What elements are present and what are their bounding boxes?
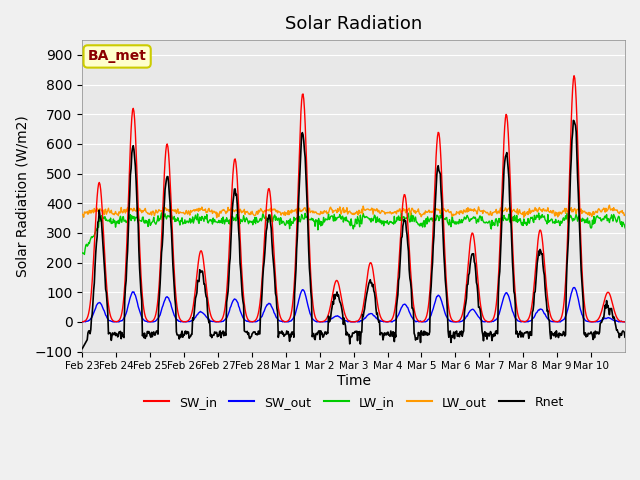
- X-axis label: Time: Time: [337, 374, 371, 388]
- Legend: SW_in, SW_out, LW_in, LW_out, Rnet: SW_in, SW_out, LW_in, LW_out, Rnet: [139, 391, 568, 414]
- Y-axis label: Solar Radiation (W/m2): Solar Radiation (W/m2): [15, 115, 29, 276]
- Text: BA_met: BA_met: [88, 49, 147, 63]
- Title: Solar Radiation: Solar Radiation: [285, 15, 422, 33]
